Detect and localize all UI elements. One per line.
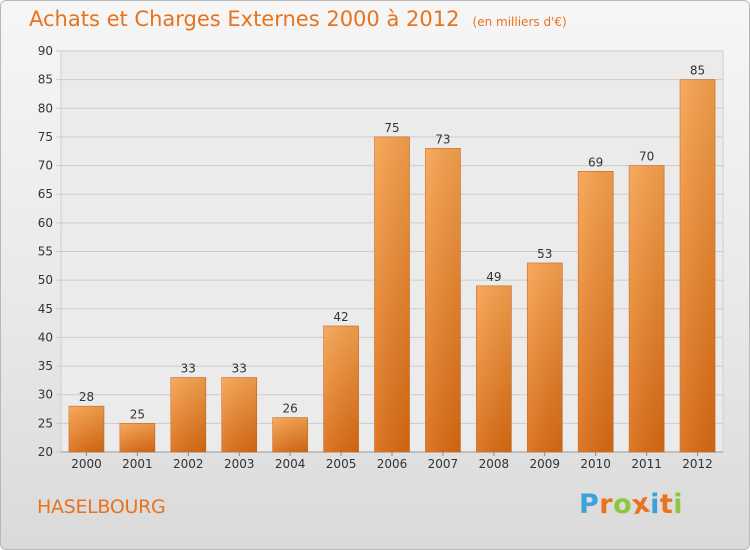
- y-tick-label: 40: [38, 330, 53, 344]
- place-name: HASELBOURG: [37, 496, 166, 518]
- proxiti-logo: Proxiti: [579, 488, 684, 522]
- y-tick-label: 20: [38, 445, 53, 459]
- value-label-2009: 53: [537, 247, 552, 261]
- y-tick-label: 55: [38, 245, 53, 259]
- logo-letter: i: [650, 489, 660, 520]
- x-tick-label-2010: 2010: [580, 457, 611, 471]
- x-tick-label-2001: 2001: [122, 457, 153, 471]
- bar-shade-2009: [527, 262, 563, 452]
- value-label-2007: 73: [435, 132, 450, 146]
- value-label-2005: 42: [333, 310, 348, 324]
- x-tick-label-2012: 2012: [682, 457, 713, 471]
- logo-letter: r: [599, 489, 614, 520]
- y-tick-label: 80: [38, 101, 53, 115]
- value-label-2006: 75: [384, 121, 399, 135]
- bar-shade-2011: [629, 165, 665, 453]
- bar-shade-2000: [68, 406, 104, 452]
- bar-shade-2002: [170, 377, 206, 452]
- value-label-2002: 33: [181, 362, 196, 376]
- x-tick-label-2000: 2000: [71, 457, 102, 471]
- y-tick-label: 30: [38, 388, 53, 402]
- y-tick-label: 65: [38, 187, 53, 201]
- value-label-2001: 25: [130, 407, 145, 421]
- x-tick-label-2005: 2005: [326, 457, 357, 471]
- bar-shade-2010: [578, 171, 614, 453]
- logo-letter: t: [659, 489, 674, 520]
- value-label-2011: 70: [639, 150, 654, 164]
- y-tick-label: 60: [38, 216, 53, 230]
- y-tick-label: 50: [38, 273, 53, 287]
- labels-layer: 20 25 30 35 40 45 50 55 60 65 70 75 80 85 90 28 2000 25 20…: [38, 44, 713, 471]
- title-row: Achats et Charges Externes 2000 à 2012 (…: [29, 7, 567, 31]
- logo-letter: P: [579, 489, 600, 520]
- x-tick-label-2006: 2006: [377, 457, 408, 471]
- x-tick-label-2004: 2004: [275, 457, 306, 471]
- x-tick-label-2008: 2008: [479, 457, 510, 471]
- bar-shade-2012: [680, 79, 716, 453]
- value-label-2012: 85: [690, 64, 705, 78]
- value-label-2008: 49: [486, 270, 501, 284]
- y-tick-label: 85: [38, 73, 53, 87]
- x-tick-label-2011: 2011: [631, 457, 662, 471]
- y-tick-label: 75: [38, 130, 53, 144]
- y-tick-label: 90: [38, 44, 53, 58]
- bar-shade-2004: [272, 417, 308, 452]
- logo-letter: i: [673, 489, 684, 520]
- x-tick-label-2009: 2009: [529, 457, 560, 471]
- value-label-2003: 33: [232, 362, 247, 376]
- y-tick-label: 25: [38, 416, 53, 430]
- bar-shade-2008: [476, 285, 512, 452]
- chart-subtitle: (en milliers d'€): [472, 15, 567, 29]
- y-tick-label: 45: [38, 302, 53, 316]
- x-tick-label-2007: 2007: [428, 457, 459, 471]
- bars-layer: [68, 79, 716, 453]
- bar-shade-2006: [374, 136, 410, 452]
- x-tick-label-2003: 2003: [224, 457, 255, 471]
- y-tick-label: 70: [38, 159, 53, 173]
- value-label-2004: 26: [283, 402, 298, 416]
- bar-shade-2003: [221, 377, 257, 452]
- y-tick-label: 35: [38, 359, 53, 373]
- x-tick-label-2002: 2002: [173, 457, 204, 471]
- logo-letter: o: [613, 489, 633, 520]
- chart-title: Achats et Charges Externes 2000 à 2012: [29, 7, 460, 31]
- bar-shade-2007: [425, 148, 461, 452]
- value-label-2000: 28: [79, 390, 94, 404]
- bar-shade-2005: [323, 325, 359, 452]
- value-label-2010: 69: [588, 155, 603, 169]
- bar-shade-2001: [119, 423, 155, 452]
